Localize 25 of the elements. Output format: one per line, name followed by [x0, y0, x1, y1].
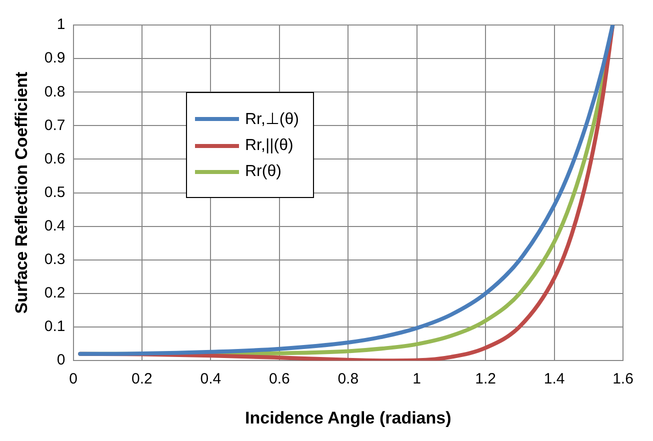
- y-tick-label: 0.9: [44, 50, 66, 67]
- y-tick-label: 0.8: [44, 83, 66, 100]
- x-tick-label: 0: [69, 370, 78, 388]
- y-tick-label: 0.6: [44, 150, 66, 168]
- x-axis-title: Incidence Angle (radians): [245, 408, 452, 428]
- y-tick-label: 0.5: [44, 184, 66, 201]
- y-tick-label: 0.3: [44, 251, 66, 268]
- legend-label: Rr,||(θ): [245, 137, 294, 155]
- x-tick-label: 1: [412, 370, 422, 388]
- y-tick-label: 0: [56, 352, 66, 369]
- legend-label: Rr,⊥(θ): [245, 110, 299, 129]
- y-axis-title: Surface Reflection Coefficient: [12, 72, 31, 314]
- x-tick-label: 1.6: [612, 370, 634, 388]
- y-tick-label: 0.7: [44, 116, 66, 134]
- legend-label: Rr(θ): [245, 163, 282, 181]
- x-tick-label: 1.2: [475, 370, 496, 388]
- x-tick-label: 0.8: [338, 370, 359, 388]
- x-tick-label: 0.4: [200, 370, 222, 388]
- y-tick-label: 0.2: [44, 284, 66, 302]
- y-tick-label: 0.1: [44, 318, 66, 336]
- y-tick-label: 0.4: [44, 218, 66, 234]
- y-tick-label: 1: [56, 16, 66, 34]
- x-tick-label: 1.4: [544, 370, 565, 388]
- x-tick-label: 0.2: [132, 370, 152, 388]
- x-tick-label: 0.6: [268, 370, 290, 388]
